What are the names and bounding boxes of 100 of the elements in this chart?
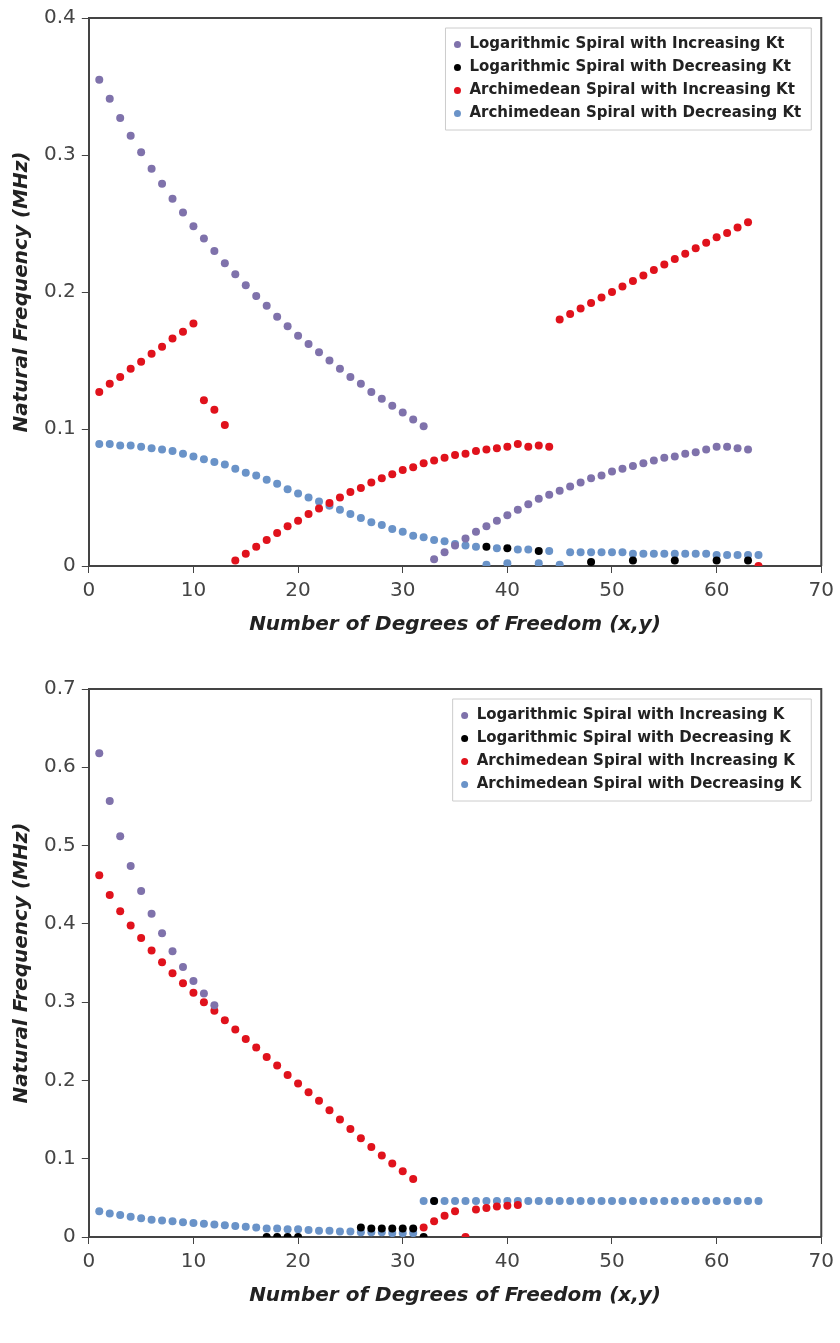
x-tick-label: 10	[180, 1248, 207, 1273]
point	[503, 1201, 512, 1210]
point	[482, 542, 491, 551]
point	[116, 832, 125, 841]
point	[116, 907, 125, 916]
point	[168, 947, 177, 956]
legend-label: Logarithmic Spiral with Increasing K	[476, 705, 786, 724]
y-tick-label: 0.3	[43, 141, 76, 166]
point	[628, 556, 637, 565]
point	[126, 861, 135, 870]
point	[241, 1034, 250, 1043]
point	[178, 979, 187, 988]
y-tick-label: 0.1	[43, 415, 76, 440]
point	[335, 1115, 344, 1124]
point	[178, 962, 187, 971]
point	[451, 1207, 460, 1216]
point	[388, 1224, 397, 1233]
legend-label: Archimedean Spiral with Increasing Kt	[469, 80, 795, 99]
point	[137, 886, 146, 895]
point	[283, 1070, 292, 1079]
legend-label: Archimedean Spiral with Decreasing Kt	[469, 103, 802, 122]
x-tick-label: 20	[285, 577, 311, 602]
y-tick-label: 0.2	[43, 278, 76, 303]
x-tick-label: 30	[390, 1248, 416, 1273]
point	[398, 1224, 407, 1233]
point	[440, 1211, 449, 1220]
point	[430, 1217, 439, 1226]
point	[137, 933, 146, 942]
point	[147, 909, 156, 918]
point	[189, 988, 198, 997]
x-tick-label: 60	[703, 577, 730, 602]
y-tick-label: 0.1	[43, 1144, 76, 1169]
point	[252, 1043, 261, 1052]
x-tick-label: 20	[285, 1248, 311, 1273]
point	[377, 1224, 386, 1233]
point	[147, 946, 156, 955]
legend-label: Logarithmic Spiral with Decreasing K	[476, 728, 793, 747]
y-tick-label: 0.7	[43, 675, 76, 700]
y-tick-label: 0	[63, 1223, 76, 1248]
y-tick-label: 0.4	[43, 910, 76, 935]
point	[158, 929, 167, 938]
x-tick-label: 40	[494, 577, 521, 602]
point	[168, 969, 177, 978]
point	[409, 1224, 418, 1233]
point	[503, 544, 512, 553]
point	[304, 1088, 313, 1097]
y-tick-label: 0	[63, 552, 76, 577]
point	[356, 1134, 365, 1143]
point	[419, 1223, 428, 1232]
point	[199, 989, 208, 998]
x-axis-title: Number of Degrees of Freedom (x,y)	[249, 611, 661, 636]
point	[513, 1200, 522, 1209]
x-tick-label: 40	[494, 1248, 521, 1273]
point	[273, 1061, 282, 1070]
point	[377, 1151, 386, 1160]
point	[367, 1224, 376, 1233]
point	[189, 977, 198, 986]
legend-label: Archimedean Spiral with Increasing K	[476, 751, 797, 770]
point	[220, 1016, 229, 1025]
y-tick-label: 0.5	[43, 831, 76, 856]
point	[294, 1079, 303, 1088]
x-axis-title: Number of Degrees of Freedom (x,y)	[249, 1282, 661, 1307]
point	[744, 556, 753, 565]
point	[231, 1025, 240, 1034]
y-tick-label: 0.2	[43, 1066, 76, 1091]
point	[105, 890, 114, 899]
legend-label: Logarithmic Spiral with Decreasing Kt	[469, 57, 791, 76]
x-tick-label: 60	[703, 1248, 730, 1273]
x-tick-label: 0	[82, 1248, 96, 1273]
point	[712, 556, 721, 565]
x-tick-label: 70	[808, 1248, 834, 1273]
x-tick-label: 30	[390, 577, 416, 602]
point	[199, 998, 208, 1007]
y-axis-title: Natural Frequency (MHz)	[8, 822, 33, 1104]
point	[534, 546, 543, 555]
y-tick-label: 0.3	[43, 988, 76, 1013]
y-axis-title: Natural Frequency (MHz)	[8, 151, 33, 433]
point	[346, 1124, 355, 1133]
point	[367, 1142, 376, 1151]
point	[210, 1001, 219, 1010]
point	[105, 796, 114, 805]
point	[398, 1167, 407, 1176]
point	[670, 556, 679, 565]
point	[325, 1106, 334, 1115]
point	[262, 1052, 271, 1061]
point	[409, 1175, 418, 1184]
x-tick-label: 10	[180, 577, 207, 602]
point	[95, 749, 104, 758]
point	[587, 557, 596, 566]
point	[492, 1202, 501, 1211]
point	[158, 958, 167, 967]
x-tick-label: 70	[808, 577, 834, 602]
point	[471, 1205, 480, 1214]
x-tick-label: 0	[82, 577, 96, 602]
x-tick-label: 50	[599, 1248, 625, 1273]
point	[356, 1223, 365, 1232]
point	[126, 921, 135, 930]
legend-label: Logarithmic Spiral with Increasing Kt	[469, 34, 785, 53]
legend-label: Archimedean Spiral with Decreasing K	[476, 774, 803, 793]
point	[95, 871, 104, 880]
